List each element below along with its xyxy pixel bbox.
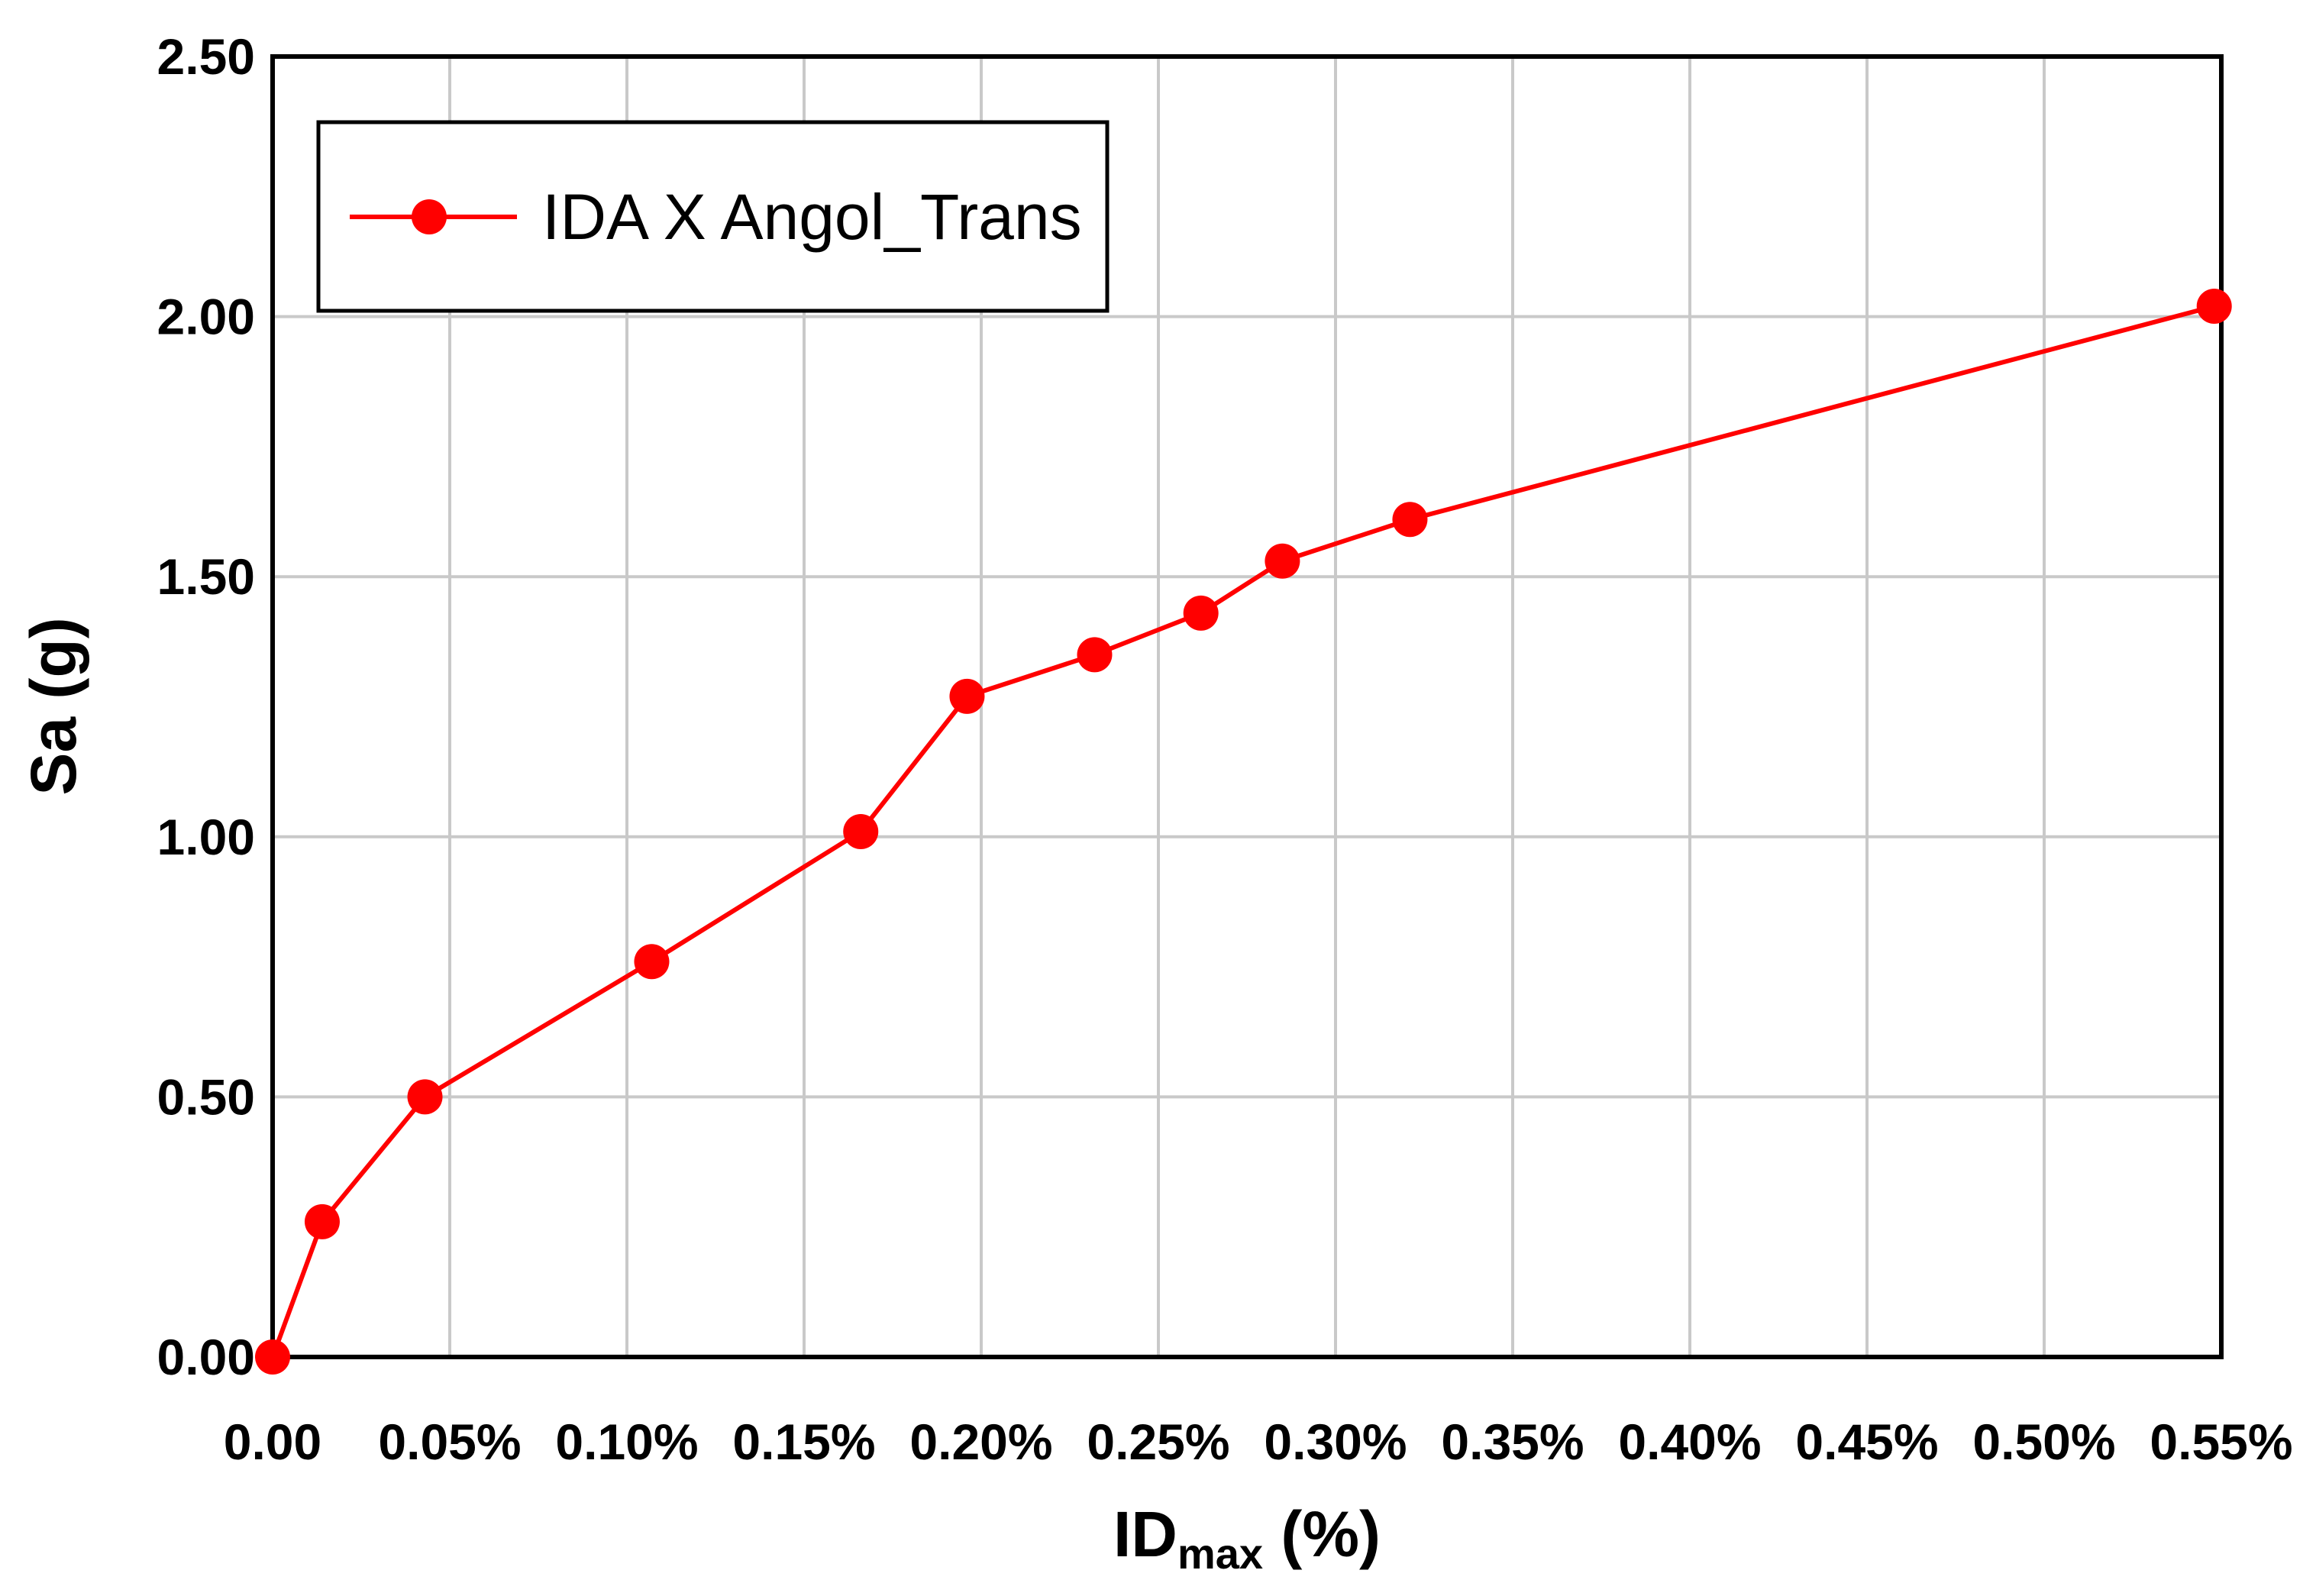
y-axis-tick-labels: 0.00 0.50 1.00 1.50 2.00 2.50 [157,28,255,1385]
data-point [407,1079,443,1115]
data-point [949,678,985,714]
data-point [1183,595,1219,631]
y-tick-label: 2.50 [157,28,255,85]
data-point [2196,288,2232,324]
series-line [270,304,2215,1359]
plot-frame [270,54,2224,1359]
data-point [255,1339,290,1375]
data-point [1392,502,1428,538]
y-tick-label: 0.00 [157,1329,255,1385]
x-tick-label: 0.55% [2150,1413,2292,1470]
legend: IDA X Angol_Trans [316,120,1110,313]
x-tick-label: 0.15% [732,1413,875,1470]
x-axis-title: IDmax (%) [1113,1498,1381,1578]
data-point [1265,543,1300,579]
x-tick-label: 0.50% [1972,1413,2115,1470]
x-tick-label: 0.25% [1087,1413,1229,1470]
x-tick-label: 0.40% [1618,1413,1761,1470]
data-point [304,1203,340,1239]
y-tick-label: 2.00 [157,289,255,345]
x-axis-title-main: ID [1113,1498,1177,1570]
y-tick-label: 1.50 [157,548,255,605]
legend-series-label: IDA X Angol_Trans [542,181,1082,253]
x-tick-label: 0.00 [224,1413,321,1470]
x-tick-label: 0.30% [1264,1413,1407,1470]
x-axis-tick-labels: 0.00 0.05% 0.10% 0.15% 0.20% 0.25% 0.30% 0.35% 0… [224,1413,2293,1470]
data-point [1077,637,1113,673]
x-tick-label: 0.10% [555,1413,698,1470]
y-tick-label: 0.50 [157,1068,255,1125]
x-tick-label: 0.35% [1441,1413,1584,1470]
gridlines [273,57,2221,1357]
x-axis-title-unit: (%) [1263,1498,1381,1570]
x-tick-label: 0.05% [378,1413,521,1470]
y-tick-label: 1.00 [157,809,255,865]
data-point [634,944,670,980]
x-tick-label: 0.20% [909,1413,1052,1470]
data-point [843,813,879,849]
x-axis-title-subscript: max [1177,1530,1263,1578]
y-axis-title: Sa (g) [18,617,89,795]
legend-series-marker-sample [412,199,447,234]
data-series [255,288,2232,1375]
x-tick-label: 0.45% [1795,1413,1938,1470]
